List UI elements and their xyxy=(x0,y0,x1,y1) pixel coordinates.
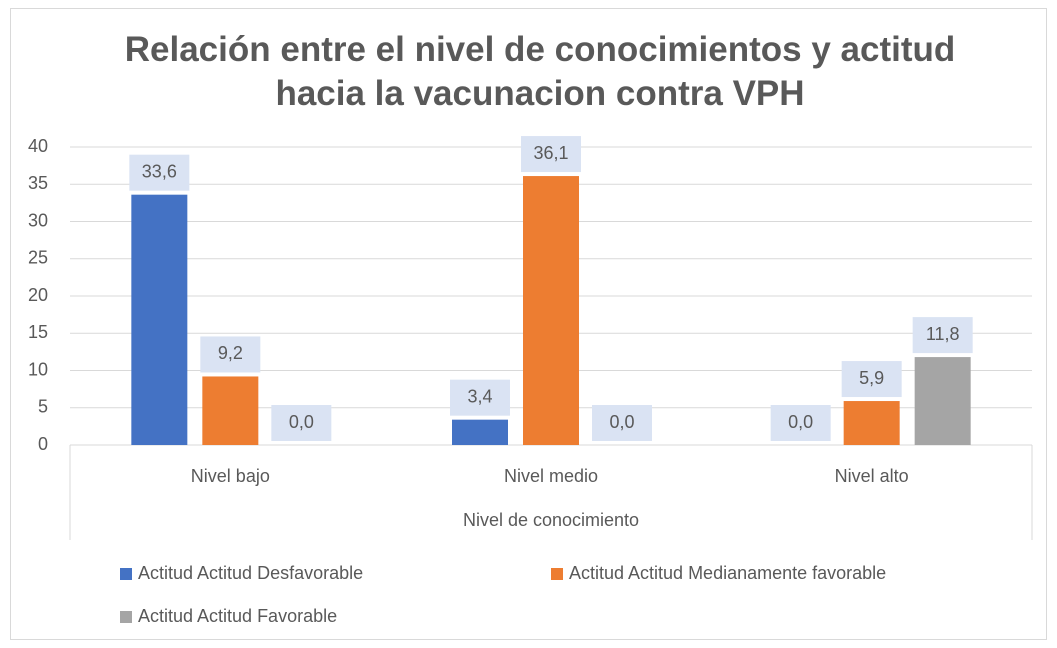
value-label: 0,0 xyxy=(788,412,813,432)
bar xyxy=(131,194,188,445)
value-label-box xyxy=(592,405,652,441)
value-label: 11,8 xyxy=(926,324,960,344)
value-label-box xyxy=(912,317,973,354)
y-tick-label: 20 xyxy=(28,285,48,305)
y-tick-label: 15 xyxy=(28,322,48,342)
value-label-box xyxy=(521,136,581,173)
bar xyxy=(843,401,900,445)
value-label: 5,9 xyxy=(859,368,884,388)
y-tick-label: 5 xyxy=(38,397,48,417)
chart-title: Relación entre el nivel de conocimientos… xyxy=(124,30,956,113)
value-label: 3,4 xyxy=(467,386,492,406)
value-label-box xyxy=(770,405,831,441)
legend-swatch xyxy=(120,568,132,580)
value-label-box xyxy=(129,154,190,191)
y-tick-label: 0 xyxy=(38,434,48,454)
x-tick-label: Nivel bajo xyxy=(191,466,270,486)
x-tick-label: Nivel alto xyxy=(835,466,909,486)
bar xyxy=(202,376,259,445)
legend-swatch xyxy=(551,568,563,580)
value-label-box xyxy=(271,405,332,441)
value-label: 33,6 xyxy=(142,161,177,181)
value-label-box xyxy=(841,361,902,398)
y-tick-label: 40 xyxy=(28,136,48,156)
value-label: 0,0 xyxy=(609,412,634,432)
x-axis-title: Nivel de conocimiento xyxy=(463,510,639,530)
bar xyxy=(914,357,971,445)
value-label: 36,1 xyxy=(533,143,568,163)
bar xyxy=(523,176,579,445)
y-tick-label: 30 xyxy=(28,210,48,230)
y-tick-label: 10 xyxy=(28,359,48,379)
legend-swatch xyxy=(120,611,132,623)
value-label: 9,2 xyxy=(218,343,243,363)
bar xyxy=(452,419,508,445)
value-label-box xyxy=(450,379,510,416)
y-tick-label: 25 xyxy=(28,248,48,268)
value-label: 0,0 xyxy=(289,412,314,432)
x-tick-label: Nivel medio xyxy=(504,466,598,486)
legend-label: Actitud Actitud Desfavorable xyxy=(138,563,363,583)
legend-label: Actitud Actitud Favorable xyxy=(138,606,337,626)
y-tick-label: 35 xyxy=(28,173,48,193)
value-label-box xyxy=(200,336,261,373)
legend-label: Actitud Actitud Medianamente favorable xyxy=(569,563,886,583)
